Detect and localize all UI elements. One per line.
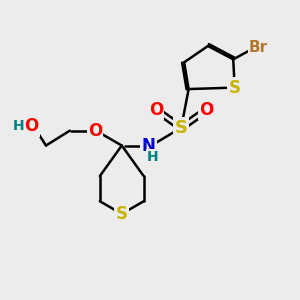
Text: H: H bbox=[147, 150, 159, 164]
Text: S: S bbox=[229, 79, 241, 97]
Text: S: S bbox=[116, 205, 128, 223]
Text: Br: Br bbox=[249, 40, 268, 55]
Text: O: O bbox=[149, 101, 163, 119]
Text: O: O bbox=[24, 117, 38, 135]
Text: O: O bbox=[199, 101, 214, 119]
Text: S: S bbox=[175, 119, 188, 137]
Text: N: N bbox=[142, 136, 155, 154]
Text: O: O bbox=[88, 122, 102, 140]
Text: H: H bbox=[13, 119, 24, 133]
